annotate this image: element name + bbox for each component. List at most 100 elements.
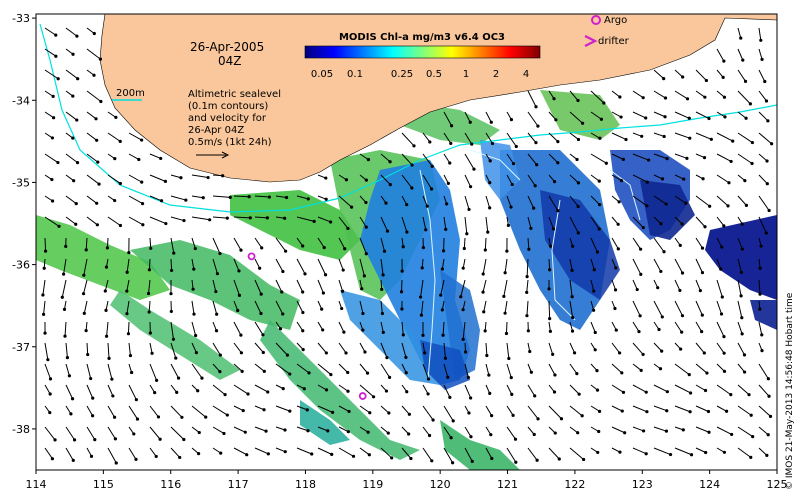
- velocity-arrow: [443, 447, 454, 463]
- velocity-arrow-head: [639, 247, 643, 251]
- velocity-arrow: [170, 447, 181, 458]
- velocity-arrow: [716, 342, 725, 354]
- velocity-arrow: [632, 447, 647, 455]
- velocity-arrow: [716, 300, 722, 315]
- velocity-arrow-head: [99, 99, 103, 104]
- velocity-arrow: [317, 279, 324, 294]
- velocity-arrow-head: [410, 186, 414, 190]
- velocity-arrow: [275, 363, 291, 375]
- velocity-arrow-head: [570, 268, 574, 272]
- velocity-arrow: [191, 258, 195, 270]
- velocity-arrow: [44, 216, 60, 227]
- velocity-arrow-head: [503, 311, 507, 315]
- velocity-arrow: [527, 237, 530, 250]
- velocity-arrow: [401, 363, 407, 373]
- velocity-arrow: [758, 27, 762, 41]
- velocity-arrow-head: [740, 247, 744, 251]
- velocity-arrow-head: [556, 208, 560, 213]
- velocity-arrow-head: [575, 157, 579, 162]
- velocity-arrow-head: [431, 418, 435, 422]
- velocity-arrow: [233, 279, 240, 296]
- velocity-arrow: [737, 111, 747, 119]
- velocity-arrow-head: [114, 461, 118, 465]
- velocity-arrow-head: [467, 207, 471, 212]
- velocity-arrow-head: [582, 457, 586, 462]
- velocity-arrow: [485, 405, 493, 416]
- velocity-arrow: [212, 363, 221, 372]
- velocity-arrow: [170, 426, 185, 440]
- velocity-arrow-head: [623, 431, 627, 435]
- velocity-arrow: [569, 111, 583, 124]
- argo-float-marker: [247, 252, 256, 261]
- velocity-arrow: [86, 216, 98, 226]
- velocity-arrow: [380, 153, 391, 163]
- velocity-arrow-head: [635, 287, 639, 292]
- velocity-arrow-head: [323, 273, 328, 277]
- velocity-arrow: [170, 405, 183, 418]
- velocity-arrow-head: [644, 452, 648, 456]
- velocity-arrow: [506, 195, 512, 208]
- velocity-arrow-head: [532, 432, 536, 437]
- velocity-arrow: [716, 405, 727, 412]
- velocity-arrow: [569, 363, 578, 374]
- velocity-arrow: [43, 300, 46, 315]
- velocity-arrow: [317, 447, 332, 455]
- velocity-arrow: [506, 153, 514, 164]
- velocity-arrow-head: [592, 289, 596, 293]
- velocity-arrow: [380, 174, 391, 185]
- velocity-arrow-head: [533, 394, 537, 398]
- velocity-arrow-head: [490, 414, 494, 418]
- velocity-arrow-head: [95, 138, 99, 142]
- velocity-arrow-head: [86, 352, 90, 357]
- velocity-arrow: [464, 384, 472, 399]
- velocity-arrow-head: [420, 266, 424, 270]
- velocity-arrow: [737, 258, 742, 273]
- velocity-arrow: [758, 447, 768, 456]
- velocity-arrow: [107, 342, 110, 359]
- velocity-arrow-head: [644, 390, 648, 394]
- velocity-arrow-head: [468, 120, 472, 124]
- velocity-arrow-head: [514, 144, 518, 149]
- velocity-arrow: [254, 321, 264, 336]
- velocity-arrow: [422, 447, 433, 462]
- velocity-arrow-head: [744, 116, 748, 120]
- velocity-arrow-head: [743, 179, 747, 183]
- velocity-arrow-head: [266, 452, 270, 456]
- velocity-arrow: [65, 153, 78, 164]
- velocity-arrow-head: [312, 219, 316, 223]
- velocity-arrow: [44, 27, 57, 36]
- colorbar-tick-label: 0.05: [311, 69, 333, 80]
- velocity-arrow-head: [225, 413, 229, 417]
- argo-float-marker: [358, 392, 367, 400]
- velocity-arrow-head: [81, 292, 86, 296]
- velocity-arrow-head: [346, 370, 350, 375]
- velocity-arrow: [527, 90, 537, 108]
- velocity-arrow: [254, 300, 262, 314]
- velocity-arrow: [737, 195, 747, 206]
- velocity-arrow: [149, 342, 153, 354]
- velocity-arrow: [506, 174, 513, 185]
- velocity-arrow-head: [89, 454, 94, 458]
- velocity-arrow: [191, 174, 209, 179]
- velocity-arrow-head: [48, 377, 53, 381]
- velocity-arrow-head: [483, 329, 487, 333]
- velocity-arrow-head: [349, 205, 354, 209]
- velocity-arrow-head: [95, 223, 99, 227]
- velocity-arrow-head: [758, 292, 762, 296]
- velocity-arrow-head: [322, 246, 326, 250]
- velocity-arrow: [65, 363, 70, 376]
- velocity-arrow-head: [597, 409, 602, 413]
- velocity-arrow-head: [134, 398, 138, 402]
- velocity-arrow: [422, 342, 426, 353]
- velocity-arrow-head: [169, 292, 173, 296]
- velocity-arrow: [338, 447, 354, 457]
- velocity-arrow-head: [42, 266, 46, 270]
- velocity-arrow: [422, 426, 430, 436]
- velocity-arrow: [548, 405, 562, 420]
- velocity-arrow-head: [527, 247, 531, 251]
- velocity-arrow: [526, 258, 529, 277]
- velocity-arrow: [695, 363, 708, 374]
- velocity-arrow: [464, 447, 473, 462]
- velocity-arrow-head: [749, 413, 753, 417]
- velocity-arrow-head: [41, 312, 46, 316]
